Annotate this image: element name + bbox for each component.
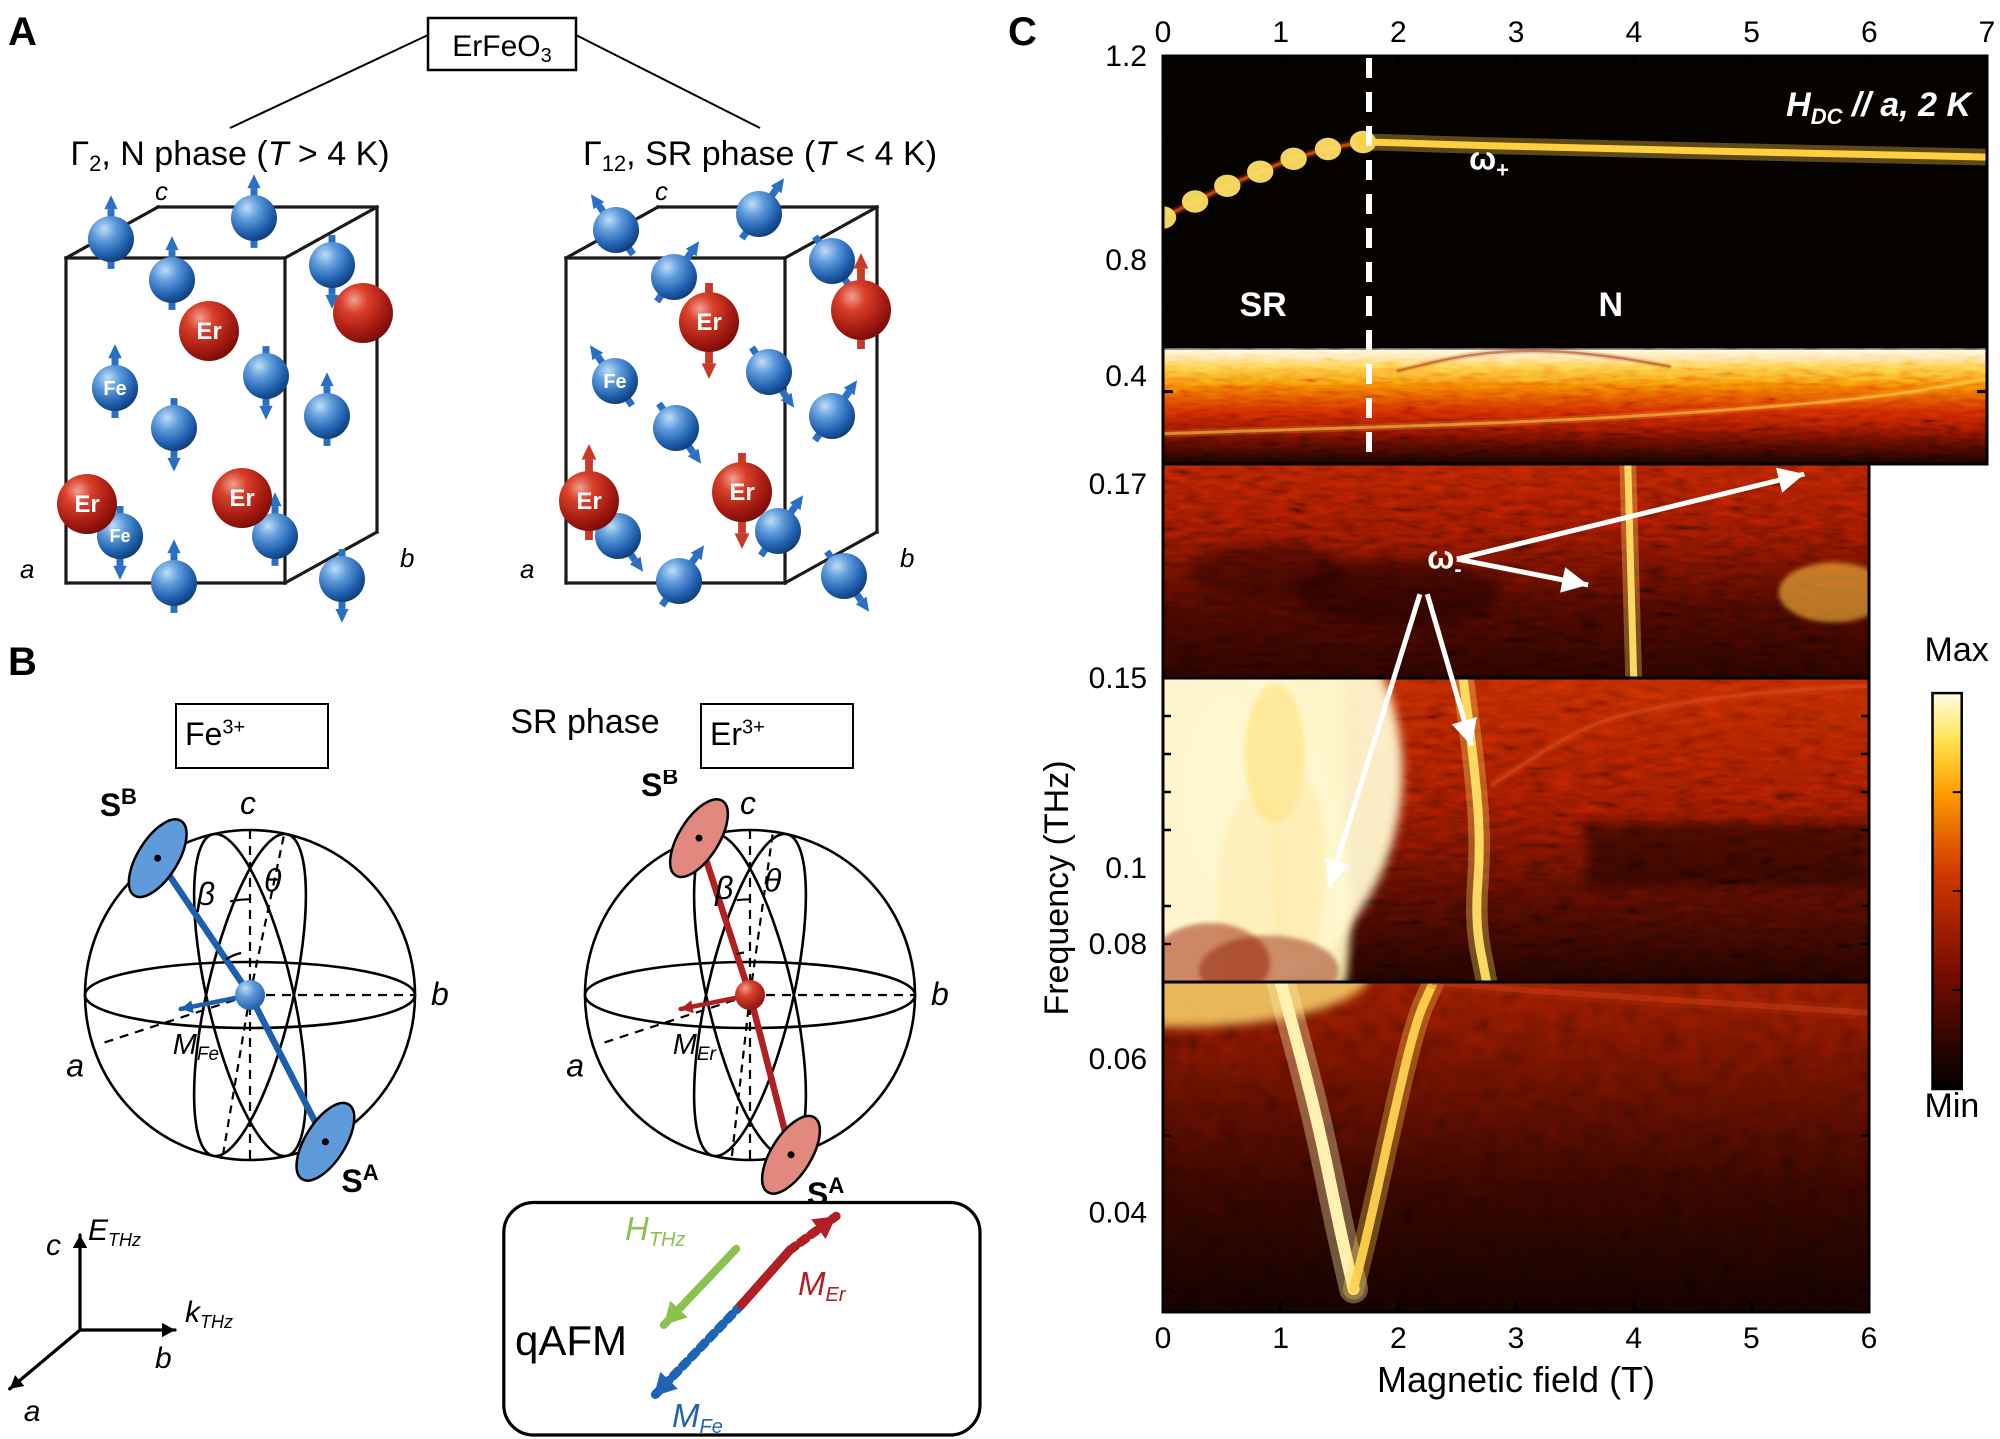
svg-text:1.2: 1.2 bbox=[1105, 40, 1147, 73]
svg-text:Magnetic field (T): Magnetic field (T) bbox=[1377, 1359, 1655, 1400]
svg-text:1: 1 bbox=[1272, 1322, 1289, 1355]
svg-text:θ: θ bbox=[264, 862, 282, 898]
svg-text:a: a bbox=[24, 1395, 41, 1428]
svg-text:a: a bbox=[20, 554, 34, 584]
svg-text:5: 5 bbox=[1743, 16, 1760, 49]
svg-text:a: a bbox=[66, 1048, 84, 1084]
svg-text:Er: Er bbox=[74, 491, 99, 518]
svg-text:ETHz: ETHz bbox=[88, 1214, 141, 1250]
svg-text:Γ2, N phase (T > 4 K): Γ2, N phase (T > 4 K) bbox=[70, 135, 389, 176]
svg-text:Min: Min bbox=[1925, 1087, 1980, 1125]
svg-text:Max: Max bbox=[1925, 631, 1989, 669]
svg-text:θ: θ bbox=[764, 862, 782, 898]
svg-text:Er: Er bbox=[196, 318, 221, 345]
svg-text:2: 2 bbox=[1390, 16, 1407, 49]
svg-text:MFe: MFe bbox=[173, 1029, 219, 1065]
svg-text:0.8: 0.8 bbox=[1105, 244, 1147, 277]
svg-text:6: 6 bbox=[1861, 16, 1878, 49]
svg-text:Er: Er bbox=[229, 485, 254, 512]
svg-text:7: 7 bbox=[1979, 16, 1996, 49]
svg-text:b: b bbox=[931, 976, 949, 1012]
svg-text:SR: SR bbox=[1240, 286, 1287, 324]
svg-text:Er: Er bbox=[696, 309, 721, 336]
svg-text:0.15: 0.15 bbox=[1089, 662, 1147, 695]
svg-text:Er: Er bbox=[729, 479, 754, 506]
svg-text:b: b bbox=[400, 543, 414, 573]
svg-text:0.4: 0.4 bbox=[1105, 360, 1147, 393]
svg-text:0.1: 0.1 bbox=[1105, 852, 1147, 885]
svg-text:Frequency (THz): Frequency (THz) bbox=[1038, 760, 1076, 1015]
svg-text:Fe: Fe bbox=[603, 371, 626, 393]
svg-text:Fe: Fe bbox=[103, 378, 126, 400]
svg-text:N: N bbox=[1599, 286, 1624, 324]
svg-text:b: b bbox=[900, 543, 914, 573]
svg-text:6: 6 bbox=[1861, 1322, 1878, 1355]
svg-text:kTHz: kTHz bbox=[185, 1296, 233, 1332]
svg-text:qAFM: qAFM bbox=[515, 1317, 627, 1364]
svg-text:β: β bbox=[714, 870, 733, 906]
svg-text:c: c bbox=[240, 785, 256, 821]
svg-text:β: β bbox=[196, 876, 215, 912]
svg-text:b: b bbox=[155, 1342, 172, 1375]
svg-text:0: 0 bbox=[1155, 1322, 1172, 1355]
svg-text:3: 3 bbox=[1508, 1322, 1525, 1355]
svg-text:4: 4 bbox=[1625, 1322, 1642, 1355]
svg-text:0.17: 0.17 bbox=[1089, 468, 1147, 501]
svg-text:c: c bbox=[46, 1229, 61, 1262]
svg-text:SA: SA bbox=[341, 1159, 378, 1199]
svg-text:4: 4 bbox=[1626, 16, 1643, 49]
svg-text:Γ12, SR phase (T < 4 K): Γ12, SR phase (T < 4 K) bbox=[583, 135, 937, 176]
svg-text:c: c bbox=[740, 785, 756, 821]
svg-text:c: c bbox=[655, 176, 668, 206]
svg-text:0.06: 0.06 bbox=[1089, 1043, 1147, 1076]
svg-text:SB: SB bbox=[641, 770, 678, 803]
svg-text:5: 5 bbox=[1743, 1322, 1760, 1355]
svg-text:1: 1 bbox=[1272, 16, 1289, 49]
svg-text:a: a bbox=[520, 554, 534, 584]
svg-text:MEr: MEr bbox=[673, 1029, 717, 1065]
svg-text:2: 2 bbox=[1390, 1322, 1407, 1355]
svg-text:0: 0 bbox=[1155, 16, 1172, 49]
svg-text:ErFeO3: ErFeO3 bbox=[452, 30, 551, 67]
svg-text:b: b bbox=[431, 976, 449, 1012]
svg-text:Er: Er bbox=[576, 488, 601, 515]
svg-text:Fe: Fe bbox=[109, 526, 130, 546]
svg-text:3: 3 bbox=[1508, 16, 1525, 49]
svg-text:0.04: 0.04 bbox=[1089, 1196, 1147, 1229]
svg-text:0.08: 0.08 bbox=[1089, 928, 1147, 961]
svg-text:SB: SB bbox=[100, 784, 137, 824]
svg-text:c: c bbox=[155, 176, 168, 206]
svg-text:a: a bbox=[566, 1048, 584, 1084]
